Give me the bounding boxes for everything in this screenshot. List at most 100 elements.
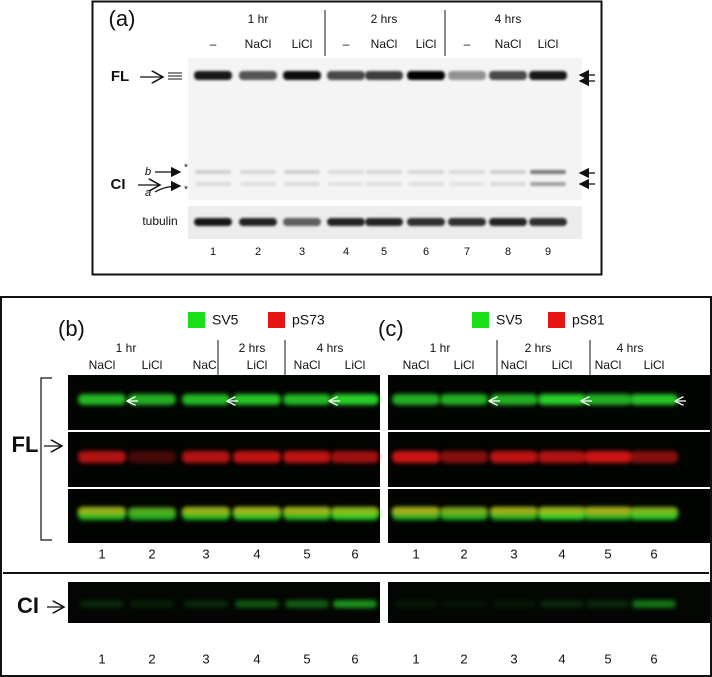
band [365,71,403,80]
treatment-label: NaCl [403,358,430,372]
band [584,507,632,515]
band [490,507,538,515]
legend-swatch [188,312,205,328]
band [130,600,174,608]
band [182,451,230,463]
band [233,507,281,515]
lane-number: 3 [299,246,305,258]
lane-number: 5 [604,651,611,666]
band [283,507,331,515]
time-label: 4 hrs [495,12,522,26]
time-label: 2 hrs [239,341,266,355]
lane-number: 2 [255,246,261,258]
band [284,170,320,174]
legend-swatch [268,312,285,328]
band [331,507,379,515]
lane-number: 5 [303,546,310,561]
legend-swatch [472,312,489,328]
band [233,451,281,463]
treatment-label: – [464,37,471,51]
band [440,394,488,405]
band [408,182,444,186]
lane-number: 5 [604,546,611,561]
blot [188,58,582,200]
lane-number: 5 [303,651,310,666]
band [235,600,279,608]
band [195,182,231,186]
lane-number: 2 [148,546,155,561]
time-label: 2 hrs [525,341,552,355]
panel-a-frame [91,0,603,276]
band [392,507,440,515]
lane-number: 3 [510,546,517,561]
time-label: 4 hrs [317,341,344,355]
panel-label: (a) [109,6,136,31]
band [448,218,486,226]
band [182,394,230,405]
band [78,451,126,463]
band [366,170,402,174]
lane-number: 6 [351,546,358,561]
band [449,170,485,174]
lane-number: 4 [253,546,260,561]
band [333,600,377,608]
treatment-label: LiCl [292,37,313,51]
band [239,218,277,226]
band [331,394,379,405]
fl-label: FL [111,68,129,85]
treatment-label: NaCl [245,37,272,51]
panel-label: (b) [58,316,85,341]
band [530,182,566,186]
band [442,600,486,608]
lane-number: 3 [510,651,517,666]
band [490,451,538,463]
legend-label: SV5 [496,312,523,328]
band [490,394,538,405]
lane-number: 9 [545,246,551,258]
lane-number: 1 [412,546,419,561]
band [538,507,586,515]
arrow [154,180,182,193]
band [630,394,678,405]
treatment-label: LiCl [142,358,163,372]
treatment-label: LiCl [247,358,268,372]
band [492,600,536,608]
band [538,451,586,463]
lane-number: 2 [148,651,155,666]
legend-swatch [548,312,565,328]
band [233,394,281,405]
band [366,182,402,186]
band [128,394,176,405]
lane-number: 1 [98,546,105,561]
band-label: b [145,166,151,178]
time-label: 1 hr [248,12,269,26]
band [78,394,126,405]
lane-number: 4 [343,246,349,258]
asterisk: * [184,163,188,174]
panel-label: (c) [378,316,404,341]
band [630,451,678,463]
band [283,394,331,405]
band [239,71,277,80]
time-label: 4 hrs [617,341,644,355]
treatment-label: NaCl [371,37,398,51]
lane-number: 4 [558,651,565,666]
asterisk: * [184,185,188,196]
band [440,507,488,515]
lane-number: 5 [381,246,387,258]
band [283,451,331,463]
treatment-label: LiCl [644,358,665,372]
band [194,218,232,226]
treatment-label: NaCl [89,358,116,372]
lane-number: 8 [505,246,511,258]
treatment-label: LiCl [345,358,366,372]
lane-number: 6 [650,651,657,666]
lane-number: 4 [558,546,565,561]
band [128,451,176,463]
lane-number: 2 [460,546,467,561]
band [529,71,567,80]
lane-number: 1 [98,651,105,666]
loading-label: tubulin [142,214,177,228]
legend-label: SV5 [212,312,239,328]
